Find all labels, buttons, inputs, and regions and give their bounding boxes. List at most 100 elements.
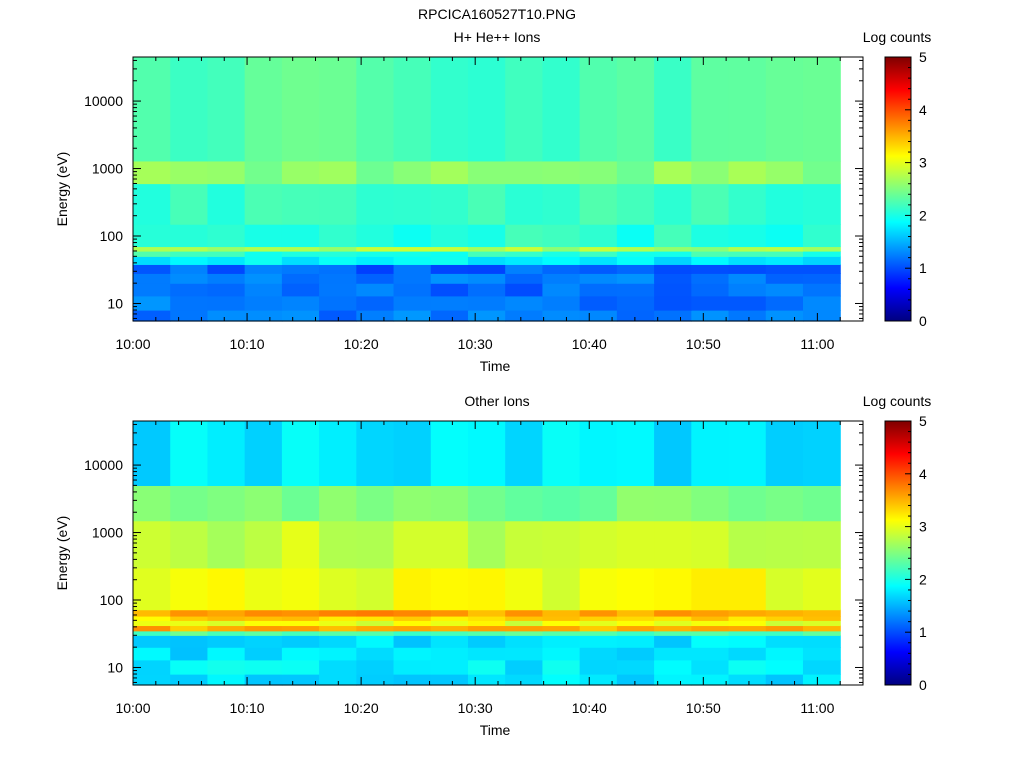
heatmap-cell: [207, 273, 246, 284]
heatmap-cell: [765, 609, 804, 617]
heatmap-cell: [579, 183, 618, 225]
heatmap-cell: [356, 625, 395, 632]
heatmap-cell: [542, 183, 581, 225]
heatmap-cell: [207, 659, 246, 675]
heatmap-cell: [802, 295, 841, 311]
heatmap-cell: [765, 647, 804, 661]
heatmap-cell: [356, 620, 395, 627]
heatmap-cell: [319, 273, 357, 284]
heatmap-cell: [765, 160, 804, 185]
heatmap-cell: [728, 295, 767, 311]
colorbar-gradient: [884, 420, 912, 686]
heatmap-cell: [728, 250, 767, 257]
heatmap-cell: [319, 635, 357, 648]
heatmap-cell: [616, 625, 655, 632]
heatmap-cell: [207, 250, 246, 257]
heatmap-cell: [244, 520, 283, 569]
heatmap-cell: [654, 615, 692, 621]
heatmap-cell: [542, 567, 581, 611]
heatmap-cell: [430, 620, 469, 627]
heatmap-cell: [691, 659, 730, 675]
heatmap-cell: [133, 609, 171, 617]
heatmap-cell: [579, 421, 618, 486]
colorbar-tick-label: 0: [919, 313, 927, 329]
heatmap-cell: [802, 160, 841, 185]
heatmap-cell: [207, 520, 246, 569]
heatmap-cell: [281, 256, 320, 265]
heatmap-cell: [505, 57, 544, 162]
heatmap-cell: [467, 485, 506, 522]
heatmap-cell: [728, 160, 767, 185]
heatmap-cell: [467, 630, 506, 636]
heatmap-cell: [244, 620, 283, 627]
chart-title: H+ He++ Ions: [454, 29, 541, 45]
heatmap-cell: [393, 57, 432, 162]
heatmap-cell: [170, 57, 209, 162]
heatmap-cell: [356, 264, 395, 274]
heatmap-cell: [207, 160, 246, 185]
heatmap-cell: [170, 485, 209, 522]
heatmap-cell: [133, 57, 171, 162]
heatmap-cell: [728, 273, 767, 284]
heatmap-cell: [207, 615, 246, 621]
heatmap-cell: [430, 659, 469, 675]
heatmap-cell: [430, 615, 469, 621]
heatmap-cell: [393, 635, 432, 648]
heatmap-cell: [319, 183, 357, 225]
heatmap-cell: [765, 421, 804, 486]
heatmap-cell: [505, 250, 544, 257]
heatmap-cell: [505, 183, 544, 225]
heatmap-cell: [467, 615, 506, 621]
heatmap-cell: [244, 421, 283, 486]
heatmap-cell: [802, 620, 841, 627]
heatmap-cell: [393, 625, 432, 632]
heatmap-cell: [505, 625, 544, 632]
heatmap-cell: [281, 183, 320, 225]
heatmap-cell: [430, 256, 469, 265]
heatmap-cell: [319, 246, 357, 252]
heatmap-cell: [802, 183, 841, 225]
y-tick-label: 10000: [84, 457, 123, 473]
heatmap-cell: [356, 273, 395, 284]
heatmap-cell: [170, 310, 209, 322]
heatmap-cell: [691, 250, 730, 257]
heatmap-cell: [281, 520, 320, 569]
heatmap-cell: [170, 609, 209, 617]
heatmap-cell: [133, 421, 171, 486]
heatmap-cell: [728, 310, 767, 322]
heatmap-cell: [207, 609, 246, 617]
heatmap-cell: [393, 421, 432, 486]
heatmap-cell: [207, 295, 246, 311]
heatmap-cell: [691, 567, 730, 611]
heatmap-cell: [616, 264, 655, 274]
colorbar-tick-label: 4: [919, 466, 927, 482]
heatmap-cell: [654, 283, 692, 297]
heatmap-cell: [616, 310, 655, 322]
heatmap-cell: [505, 421, 544, 486]
heatmap-cell: [654, 421, 692, 486]
heatmap-cell: [654, 620, 692, 627]
heatmap-cell: [728, 246, 767, 252]
x-tick-label: 10:00: [115, 336, 150, 352]
heatmap-cell: [505, 647, 544, 661]
heatmap-cell: [691, 520, 730, 569]
x-tick-label: 11:00: [800, 336, 834, 352]
heatmap-cell: [170, 620, 209, 627]
heatmap-cell: [802, 250, 841, 257]
heatmap-cell: [170, 635, 209, 648]
x-tick-label: 10:00: [115, 700, 150, 716]
heatmap-cell: [281, 635, 320, 648]
heatmap-cell: [467, 635, 506, 648]
heatmap-cell: [728, 609, 767, 617]
heatmap-cell: [356, 659, 395, 675]
heatmap-cell: [281, 295, 320, 311]
heatmap-cell: [542, 273, 581, 284]
heatmap-cell: [430, 485, 469, 522]
heatmap-cell: [616, 620, 655, 627]
heatmap-cell: [542, 264, 581, 274]
heatmap-cell: [207, 183, 246, 225]
heatmap-cell: [170, 421, 209, 486]
heatmap-cell: [430, 295, 469, 311]
heatmap-cell: [281, 615, 320, 621]
heatmap-cell: [356, 609, 395, 617]
